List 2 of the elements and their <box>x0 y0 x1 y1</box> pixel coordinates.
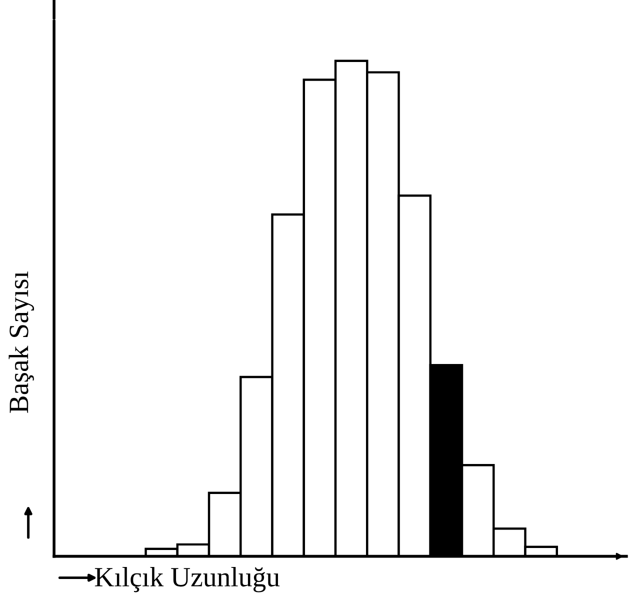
x-axis-title: Kılçık Uzunluğu <box>94 567 280 592</box>
y-axis-title: Başak Sayısı <box>8 271 34 413</box>
